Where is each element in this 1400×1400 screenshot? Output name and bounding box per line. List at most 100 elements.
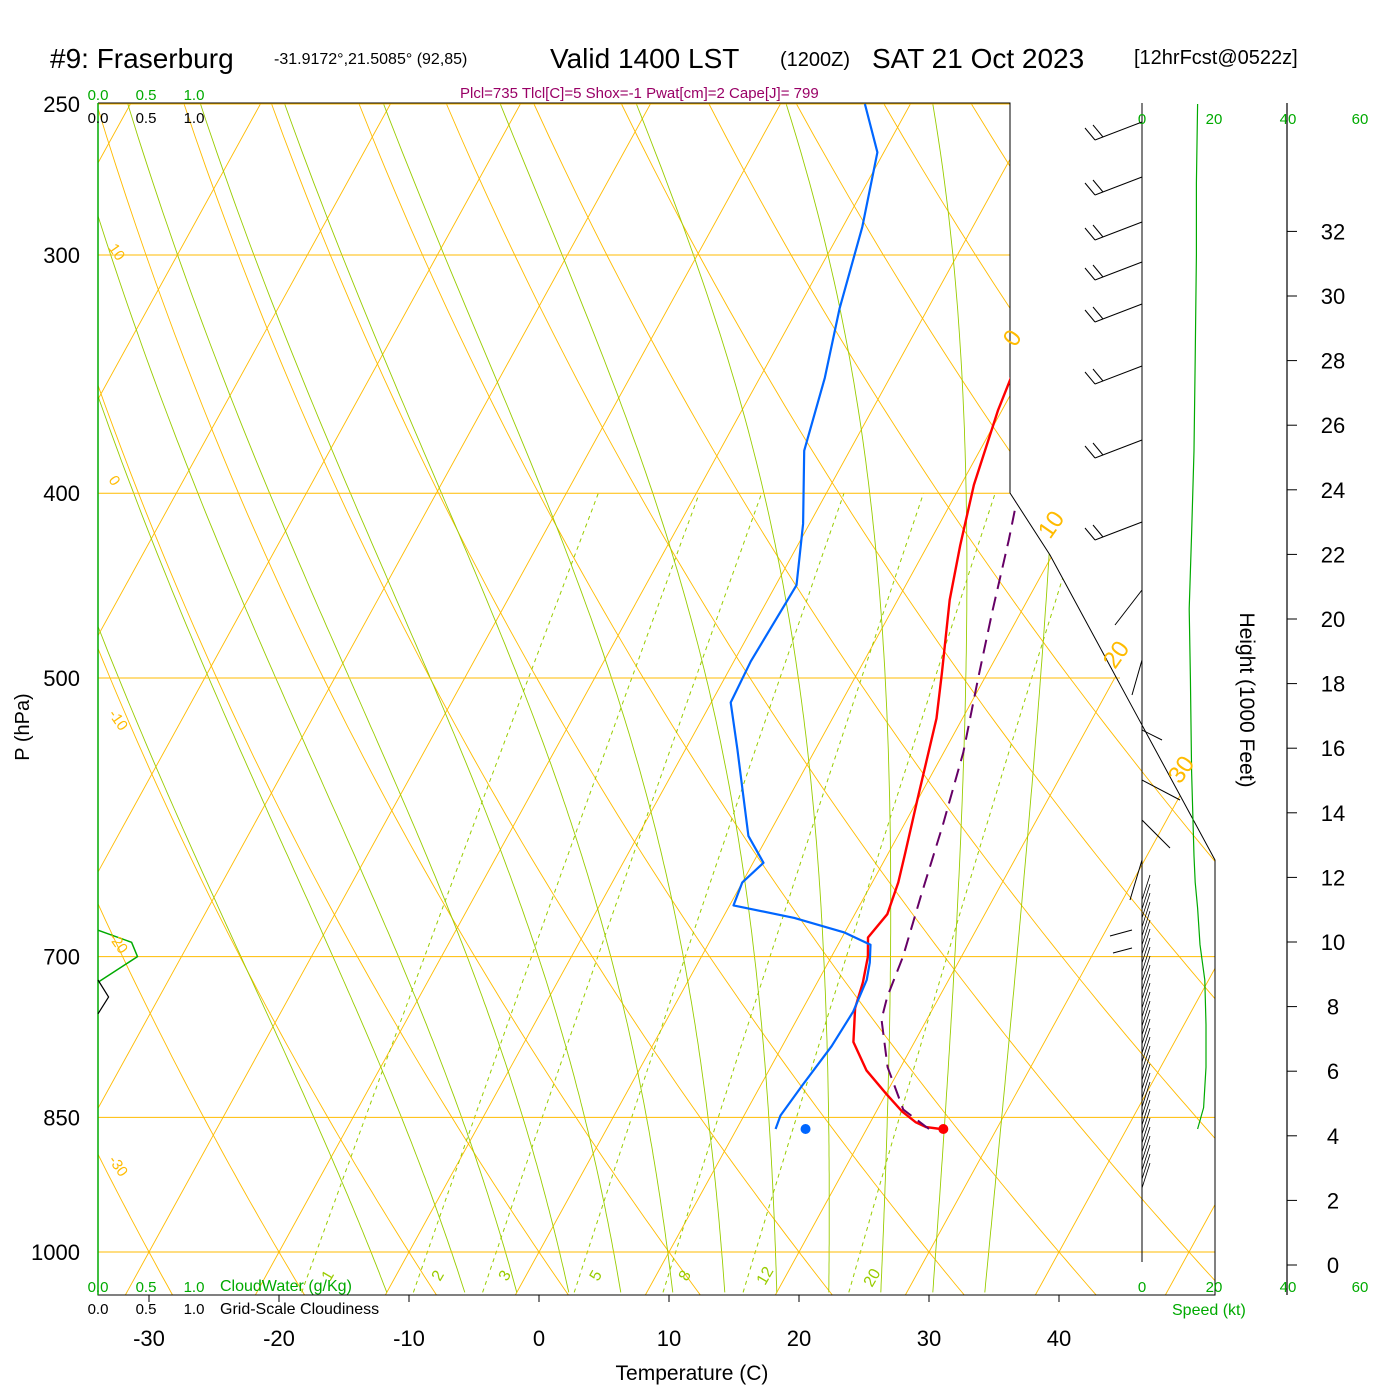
height-tick-label: 28 bbox=[1321, 349, 1345, 374]
isotherm-line bbox=[1145, 103, 1215, 1295]
wind-barb bbox=[1141, 1108, 1151, 1135]
speed-tick-bottom: 20 bbox=[1206, 1279, 1223, 1296]
cloudiness-tick-bottom: 0.5 bbox=[136, 1301, 157, 1318]
plot-border bbox=[97, 102, 1216, 1296]
isotherm-label: 30 bbox=[1163, 751, 1200, 788]
stability-indices: Plcl=735 Tlcl[C]=5 Shox=-1 Pwat[cm]=2 Ca… bbox=[460, 85, 819, 102]
dry-adiabat-line bbox=[98, 103, 461, 1295]
wind-barb bbox=[1141, 901, 1151, 928]
wind-barb bbox=[1141, 1090, 1151, 1117]
isotherm-label: 10 bbox=[105, 241, 128, 264]
wind-barb-flag bbox=[1092, 264, 1104, 278]
wind-barb bbox=[1109, 929, 1133, 937]
height-tick-label: 30 bbox=[1321, 284, 1345, 309]
wind-barb bbox=[1141, 1054, 1151, 1081]
y-tick-label: 250 bbox=[43, 92, 80, 117]
cloud-panel: 0.0 0.0 0.0 0.0 0.5 0.5 0.5 0.5 1.0 1.0 1.0 1.0 bbox=[88, 87, 205, 1318]
isotherm-line bbox=[495, 103, 1215, 1295]
dry-adiabat-line bbox=[537, 103, 1215, 1295]
cloudiness-tick-top: 0.0 bbox=[88, 110, 109, 127]
speed-tick-top: 0 bbox=[1138, 111, 1146, 128]
wind-barb bbox=[1141, 1126, 1151, 1153]
series-dewpoint-line bbox=[729, 103, 879, 1130]
wind-barb bbox=[1094, 221, 1143, 241]
wind-barb bbox=[1141, 779, 1181, 801]
wind-speed-line bbox=[1188, 103, 1207, 1130]
wind-barb bbox=[1141, 1072, 1151, 1099]
wind-barb bbox=[1112, 947, 1133, 954]
moist-adiabat-lines bbox=[98, 103, 1063, 1293]
x-tick-label: -30 bbox=[133, 1326, 165, 1351]
wind-barb bbox=[1141, 1153, 1151, 1180]
isotherm-line bbox=[625, 103, 1215, 1295]
height-tick-label: 10 bbox=[1321, 930, 1345, 955]
height-tick-label: 22 bbox=[1321, 542, 1345, 567]
wind-barb bbox=[1094, 439, 1143, 459]
x-tick-label: -10 bbox=[393, 1326, 425, 1351]
moist-adiabat-line bbox=[891, 103, 968, 1293]
isotherm-line bbox=[235, 103, 1013, 1295]
y-tick-label: 300 bbox=[43, 243, 80, 268]
wind-barb bbox=[1141, 1045, 1151, 1072]
dry-adiabat-line bbox=[98, 103, 327, 1295]
wind-barb bbox=[1141, 919, 1151, 946]
height-tick-label: 14 bbox=[1321, 801, 1345, 826]
y-axis-label: P (hPa) bbox=[12, 693, 34, 760]
wind-barb bbox=[1141, 1135, 1151, 1162]
height-axis-label: Height (1000 Feet) bbox=[1235, 612, 1258, 787]
cloudiness-label: Grid-Scale Cloudiness bbox=[220, 1301, 379, 1318]
dry-adiabat-line bbox=[701, 103, 1215, 1295]
wind-barb-flag bbox=[1084, 445, 1096, 459]
wind-barb bbox=[1094, 176, 1143, 196]
dry-adiabat-line bbox=[126, 103, 862, 1295]
x-tick-label: 40 bbox=[1047, 1326, 1071, 1351]
wind-barb bbox=[1141, 1063, 1151, 1090]
wind-barb-flag bbox=[1092, 442, 1104, 456]
wind-barb bbox=[1114, 589, 1143, 626]
height-tick-label: 4 bbox=[1327, 1124, 1339, 1149]
cloudiness-line bbox=[97, 979, 110, 1015]
moist-adiabat-line bbox=[98, 103, 466, 1293]
isotherm-label: 0 bbox=[998, 325, 1028, 351]
plot-frame bbox=[97, 102, 1216, 1296]
isotherm-line bbox=[98, 103, 363, 1295]
wind-barb bbox=[1141, 892, 1151, 919]
height-tick-label: 32 bbox=[1321, 219, 1345, 244]
height-tick-label: 12 bbox=[1321, 865, 1345, 890]
wind-barb-flag bbox=[1092, 224, 1104, 238]
wind-barb-flag bbox=[1084, 309, 1096, 323]
mixing-ratio-line bbox=[573, 493, 845, 1293]
height-tick-label: 20 bbox=[1321, 607, 1345, 632]
mixing-ratio-line bbox=[662, 493, 924, 1293]
mixing-ratio-line bbox=[742, 493, 996, 1293]
wind-barb-flag bbox=[1084, 527, 1096, 541]
forecast-info: [12hrFcst@0522z] bbox=[1134, 47, 1298, 69]
wind-barb bbox=[1141, 982, 1151, 1009]
cloud-water-line bbox=[97, 929, 139, 983]
cloudiness-tick-bottom: 0.0 bbox=[88, 1301, 109, 1318]
wind-barb bbox=[1141, 1027, 1151, 1054]
isotherm-line bbox=[1015, 103, 1215, 1295]
moist-adiabat-line bbox=[98, 103, 388, 1293]
y-tick-label: 500 bbox=[43, 666, 80, 691]
moist-adiabat-line bbox=[98, 103, 570, 1293]
moist-adiabat-line bbox=[143, 103, 622, 1293]
y-tick-label: 850 bbox=[43, 1105, 80, 1130]
wind-barb bbox=[1141, 1009, 1151, 1036]
wind-barb bbox=[1141, 883, 1151, 910]
wind-barb bbox=[1141, 955, 1151, 982]
mixing-ratio-label: 2 bbox=[429, 1268, 448, 1284]
cloudiness-tick-bottom: 1.0 bbox=[184, 1301, 205, 1318]
wind-barb bbox=[1141, 991, 1151, 1018]
isotherm-label: -10 bbox=[105, 707, 131, 735]
wind-barb bbox=[1141, 1000, 1151, 1027]
height-tick-label: 24 bbox=[1321, 478, 1345, 503]
dry-adiabat-line bbox=[98, 103, 728, 1295]
isotherm-label: 20 bbox=[1098, 636, 1135, 673]
mixing-ratio-label: 12 bbox=[754, 1264, 778, 1288]
isotherm-label: 0 bbox=[105, 473, 124, 490]
cloudwater-tick-bottom: 0.5 bbox=[136, 1279, 157, 1296]
x-tick-label: 30 bbox=[917, 1326, 941, 1351]
